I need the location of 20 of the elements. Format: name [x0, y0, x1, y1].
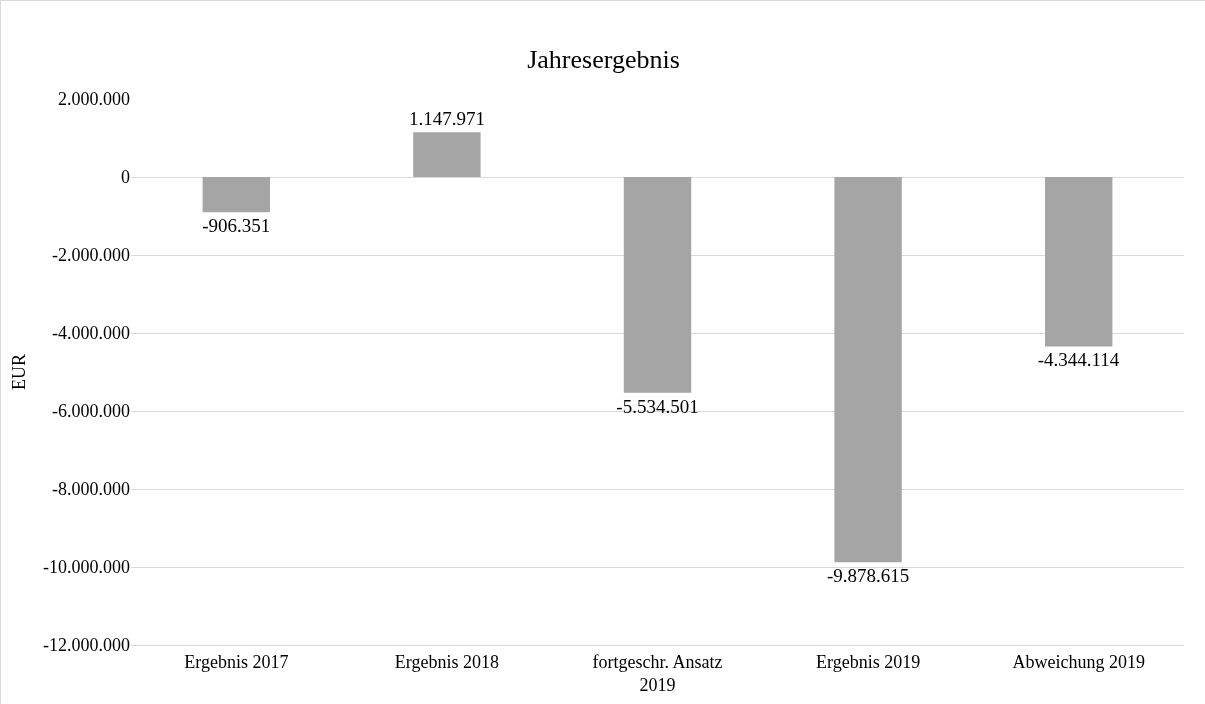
y-tick-label: -12.000.000	[43, 635, 130, 656]
y-tick-label: -6.000.000	[52, 401, 130, 422]
y-tick-label: 0	[121, 167, 130, 188]
x-tick-label: Ergebnis 2018	[394, 651, 499, 672]
data-label: 1.147.971	[408, 108, 485, 130]
y-tick-label: -2.000.000	[52, 245, 130, 266]
x-tick-label: fortgeschr. Ansatz 2019	[592, 651, 723, 695]
y-tick-label: -4.000.000	[52, 323, 130, 344]
data-label: -4.344.114	[1037, 349, 1120, 371]
chart-title: Jahresergebnis	[527, 45, 680, 75]
data-label: -906.351	[202, 215, 271, 237]
y-tick-label: 2.000.000	[58, 89, 130, 110]
y-tick-label: -8.000.000	[52, 479, 130, 500]
data-label: -5.534.501	[616, 395, 699, 417]
x-tick-label: Ergebnis 2019	[816, 651, 921, 672]
data-label: -9.878.615	[826, 565, 910, 587]
y-tick-label: -10.000.000	[43, 557, 130, 578]
y-axis-title: EUR	[9, 354, 30, 390]
x-tick-label: Abweichung 2019	[1012, 651, 1145, 672]
x-tick-label: Ergebnis 2017	[184, 651, 289, 672]
